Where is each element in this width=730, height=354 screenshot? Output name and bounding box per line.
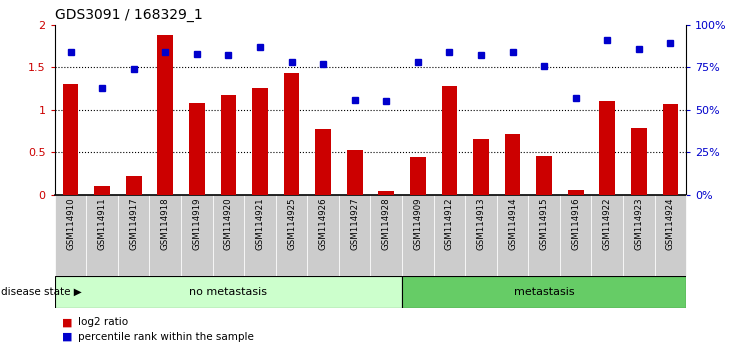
Bar xyxy=(529,195,560,276)
Bar xyxy=(465,195,496,276)
Bar xyxy=(591,195,623,276)
Bar xyxy=(339,195,370,276)
Bar xyxy=(623,195,655,276)
Text: GSM114915: GSM114915 xyxy=(539,197,549,250)
Bar xyxy=(126,176,142,195)
Bar xyxy=(442,86,457,195)
Text: GSM114911: GSM114911 xyxy=(98,197,107,250)
Text: ■: ■ xyxy=(62,318,72,327)
Text: metastasis: metastasis xyxy=(514,287,575,297)
Text: GDS3091 / 168329_1: GDS3091 / 168329_1 xyxy=(55,8,202,22)
Bar xyxy=(631,127,647,195)
Text: GSM114919: GSM114919 xyxy=(192,197,201,250)
Text: GSM114924: GSM114924 xyxy=(666,197,675,250)
Text: GSM114928: GSM114928 xyxy=(382,197,391,250)
Bar xyxy=(504,133,520,195)
Text: GSM114914: GSM114914 xyxy=(508,197,517,250)
Text: GSM114921: GSM114921 xyxy=(255,197,264,250)
Bar xyxy=(181,195,212,276)
Bar xyxy=(655,195,686,276)
Text: GSM114910: GSM114910 xyxy=(66,197,75,250)
Bar xyxy=(94,186,110,195)
Text: log2 ratio: log2 ratio xyxy=(78,318,128,327)
Bar xyxy=(189,103,204,195)
Bar xyxy=(86,195,118,276)
Text: percentile rank within the sample: percentile rank within the sample xyxy=(78,332,254,342)
Bar xyxy=(347,150,363,195)
Bar xyxy=(370,195,402,276)
Bar xyxy=(434,195,465,276)
Text: GSM114912: GSM114912 xyxy=(445,197,454,250)
Bar xyxy=(410,157,426,195)
Text: GSM114922: GSM114922 xyxy=(603,197,612,250)
Bar xyxy=(158,35,173,195)
Bar xyxy=(118,195,150,276)
Bar xyxy=(212,195,244,276)
Bar xyxy=(63,84,78,195)
Text: GSM114927: GSM114927 xyxy=(350,197,359,250)
Text: GSM114913: GSM114913 xyxy=(477,197,485,250)
Bar xyxy=(55,276,402,308)
Bar xyxy=(252,88,268,195)
Text: GSM114920: GSM114920 xyxy=(224,197,233,250)
Bar xyxy=(284,73,299,195)
Bar xyxy=(150,195,181,276)
Text: GSM114926: GSM114926 xyxy=(318,197,328,250)
Text: GSM114917: GSM114917 xyxy=(129,197,138,250)
Bar xyxy=(276,195,307,276)
Bar xyxy=(378,191,394,195)
Bar xyxy=(560,195,591,276)
Bar xyxy=(307,195,339,276)
Text: ■: ■ xyxy=(62,332,72,342)
Text: disease state ▶: disease state ▶ xyxy=(1,287,82,297)
Bar xyxy=(599,101,615,195)
Bar xyxy=(220,95,237,195)
Text: GSM114923: GSM114923 xyxy=(634,197,643,250)
Text: GSM114909: GSM114909 xyxy=(413,197,423,250)
Text: GSM114918: GSM114918 xyxy=(161,197,170,250)
Text: no metastasis: no metastasis xyxy=(189,287,267,297)
Bar xyxy=(402,276,686,308)
Bar xyxy=(315,129,331,195)
Bar xyxy=(537,156,552,195)
Bar xyxy=(55,195,86,276)
Bar xyxy=(473,139,489,195)
Bar xyxy=(244,195,276,276)
Bar xyxy=(663,104,678,195)
Bar xyxy=(568,190,583,195)
Text: GSM114916: GSM114916 xyxy=(571,197,580,250)
Bar xyxy=(402,195,434,276)
Bar xyxy=(496,195,529,276)
Text: GSM114925: GSM114925 xyxy=(287,197,296,250)
